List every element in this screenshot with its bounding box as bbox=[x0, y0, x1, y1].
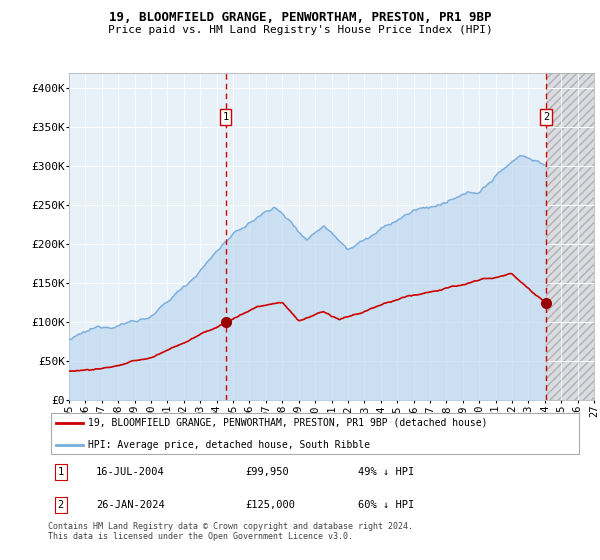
FancyBboxPatch shape bbox=[50, 413, 580, 454]
Text: 16-JUL-2004: 16-JUL-2004 bbox=[96, 467, 165, 477]
Text: 19, BLOOMFIELD GRANGE, PENWORTHAM, PRESTON, PR1 9BP: 19, BLOOMFIELD GRANGE, PENWORTHAM, PREST… bbox=[109, 11, 491, 24]
Text: 19, BLOOMFIELD GRANGE, PENWORTHAM, PRESTON, PR1 9BP (detached house): 19, BLOOMFIELD GRANGE, PENWORTHAM, PREST… bbox=[88, 418, 488, 428]
Text: 2: 2 bbox=[543, 112, 549, 122]
Bar bbox=[546, 73, 594, 400]
Text: Price paid vs. HM Land Registry's House Price Index (HPI): Price paid vs. HM Land Registry's House … bbox=[107, 25, 493, 35]
Text: 1: 1 bbox=[58, 467, 64, 477]
Text: 1: 1 bbox=[223, 112, 229, 122]
Text: HPI: Average price, detached house, South Ribble: HPI: Average price, detached house, Sout… bbox=[88, 440, 370, 450]
Text: Contains HM Land Registry data © Crown copyright and database right 2024.
This d: Contains HM Land Registry data © Crown c… bbox=[48, 522, 413, 542]
Text: 26-JAN-2024: 26-JAN-2024 bbox=[96, 500, 165, 510]
Bar bbox=[546, 73, 594, 400]
Text: 2: 2 bbox=[58, 500, 64, 510]
Text: 49% ↓ HPI: 49% ↓ HPI bbox=[358, 467, 414, 477]
Text: 60% ↓ HPI: 60% ↓ HPI bbox=[358, 500, 414, 510]
Text: £125,000: £125,000 bbox=[245, 500, 296, 510]
Text: £99,950: £99,950 bbox=[245, 467, 289, 477]
